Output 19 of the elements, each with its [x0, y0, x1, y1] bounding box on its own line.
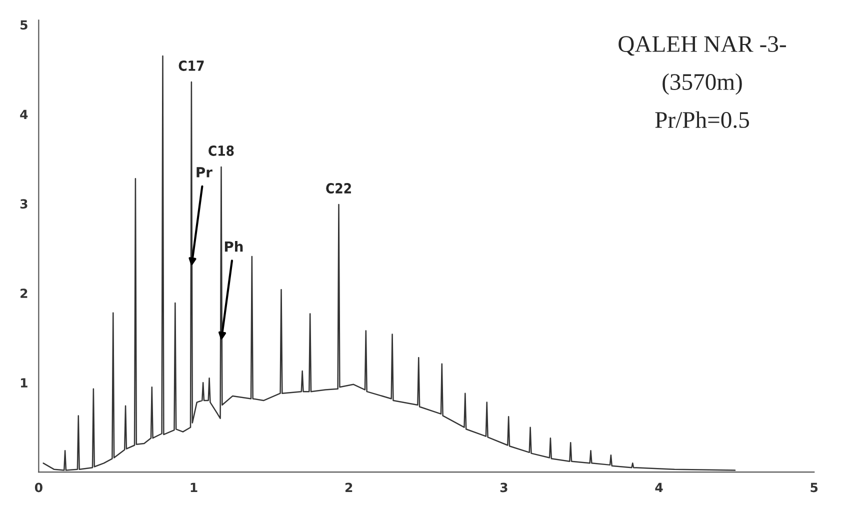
annotation: Pr	[196, 167, 212, 178]
annotation: C22	[326, 183, 351, 194]
x-tick-label: 1	[190, 482, 198, 492]
y-tick-label: 4	[20, 110, 28, 119]
x-tick-label: 4	[655, 482, 663, 492]
annotation: C17	[178, 60, 204, 71]
annotation: C18	[208, 145, 234, 156]
y-tick-label: 1	[20, 378, 28, 388]
y-tick-label: 5	[20, 20, 28, 30]
y-tick-label: 3	[20, 199, 28, 209]
x-tick-label: 5	[810, 482, 818, 492]
annotation: Ph	[224, 241, 243, 252]
annotation: QALEH NAR -3-	[618, 36, 786, 56]
y-tick-label: 2	[20, 288, 28, 298]
x-tick-label: 3	[500, 482, 508, 492]
annotation: Pr/Ph=0.5	[655, 111, 749, 128]
x-tick-label: 2	[345, 482, 352, 492]
annotation: (3570m)	[662, 73, 742, 95]
x-tick-label: 0	[34, 482, 42, 492]
